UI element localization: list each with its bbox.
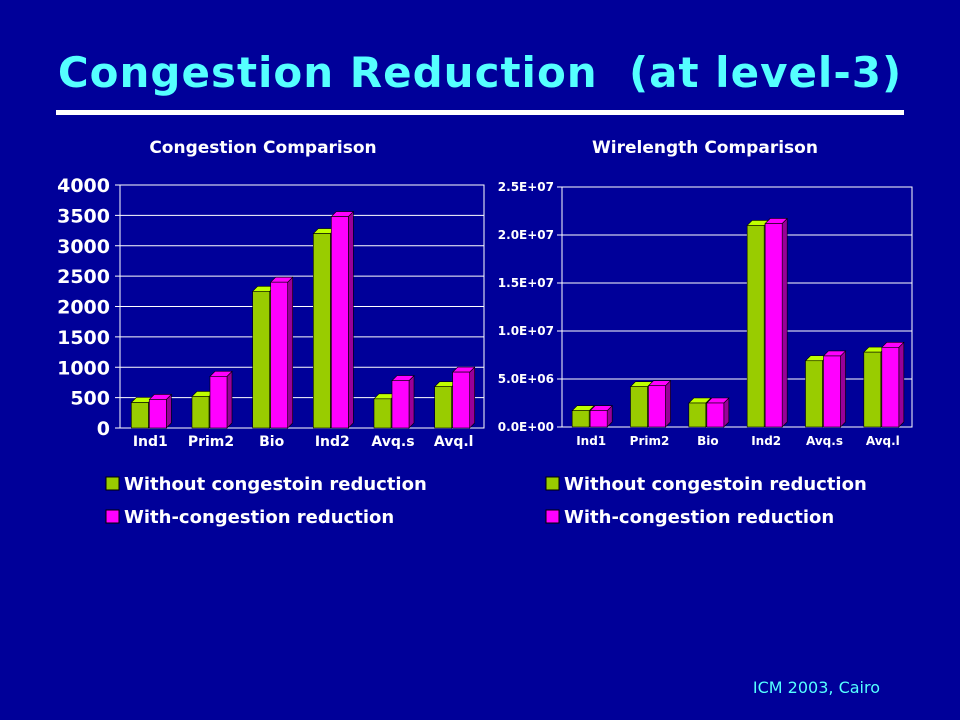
congestion-legend-item: Without congestoin reduction: [105, 474, 427, 495]
bar-front: [688, 402, 707, 428]
congestion-bar-with-ind1: [148, 393, 173, 429]
wirelength-xtick-label: Prim2: [630, 434, 670, 448]
congestion-chart: Congestion Comparison 0 500 1000 1500 2000 250…: [57, 138, 485, 528]
title-divider: [56, 110, 904, 115]
bar-front: [706, 402, 725, 428]
footer-text: ICM 2003, Cairo: [752, 678, 880, 697]
legend-swatch: [105, 476, 120, 491]
congestion-ytick-label: 500: [70, 388, 110, 410]
legend-label: With-congestion reduction: [124, 507, 394, 528]
congestion-ytick-label: 3000: [57, 236, 110, 258]
bar-front: [881, 347, 900, 428]
wirelength-xtick-label: Ind2: [751, 434, 781, 448]
bar-front: [589, 410, 608, 428]
bar-front: [191, 396, 210, 429]
bar-front: [764, 223, 783, 428]
bar-side: [348, 210, 354, 429]
wirelength-xtick-label: Bio: [697, 434, 719, 448]
congestion-bar-with-ind2: [330, 210, 355, 429]
wirelength-ytick-label: 2.0E+07: [498, 228, 554, 242]
wirelength-chart-title: Wirelength Comparison: [592, 138, 818, 158]
bar-front: [252, 291, 270, 429]
bar-side: [665, 379, 671, 428]
bar-side: [469, 366, 475, 429]
wirelength-ytick-label: 1.5E+07: [498, 276, 554, 290]
wirelength-xtick-label: Avq.l: [866, 434, 900, 448]
bar-front: [331, 216, 349, 429]
bar-front: [571, 410, 590, 428]
bar-front: [391, 380, 410, 429]
bar-side: [898, 341, 905, 428]
congestion-ytick-label: 0: [97, 418, 110, 440]
bar-front: [149, 399, 167, 429]
congestion-bar-without-avql: [433, 380, 458, 429]
wirelength-bar-with-avql: [881, 341, 905, 428]
bar-front: [373, 398, 392, 429]
congestion-chart-title: Congestion Comparison: [149, 138, 376, 158]
bar-side: [840, 350, 846, 428]
congestion-ytick-label: 1500: [57, 327, 110, 349]
congestion-bar-with-avql: [451, 366, 476, 429]
bar-front: [805, 360, 823, 428]
congestion-bar-with-avqs: [391, 374, 415, 429]
wirelength-legend-item: Without congestoin reduction: [545, 474, 867, 495]
congestion-ytick-label: 2500: [57, 266, 110, 288]
congestion-ytick-label: 2000: [57, 297, 110, 319]
bar-front: [131, 402, 149, 429]
bar-front: [313, 233, 331, 429]
bar-side: [408, 374, 415, 429]
congestion-xtick-label: Ind2: [315, 434, 350, 450]
congestion-xtick-label: Prim2: [188, 434, 234, 450]
bar-side: [287, 276, 293, 429]
bar-front: [823, 355, 841, 428]
wirelength-bar-with-avqs: [822, 350, 847, 428]
bar-side: [781, 217, 788, 428]
wirelength-ytick-label: 5.0E+06: [498, 372, 554, 386]
bar-front: [434, 386, 452, 429]
wirelength-bar-with-ind2: [764, 217, 788, 428]
bar-front: [863, 351, 882, 428]
legend-swatch: [545, 476, 560, 491]
legend-label: Without congestoin reduction: [564, 474, 867, 495]
wirelength-bar-with-bio: [706, 397, 730, 428]
legend-label: Without congestoin reduction: [124, 474, 427, 495]
bar-front: [209, 376, 228, 429]
legend-swatch: [105, 509, 120, 524]
slide-title: Congestion Reduction (at level-3): [57, 48, 903, 97]
bar-side: [226, 370, 233, 429]
wirelength-ytick-label: 0.0E+00: [498, 420, 554, 434]
congestion-ytick-label: 1000: [57, 357, 110, 379]
bar-front: [630, 386, 648, 428]
wirelength-xtick-label: Ind1: [576, 434, 606, 448]
wirelength-ytick-label: 1.0E+07: [498, 324, 554, 338]
bar-front: [270, 281, 288, 429]
wirelength-legend-item: With-congestion reduction: [545, 507, 834, 528]
congestion-bar-with-prim2: [209, 370, 233, 429]
wirelength-bar-with-prim2: [647, 379, 672, 428]
bar-front: [746, 225, 765, 428]
congestion-xtick-label: Bio: [259, 434, 284, 450]
congestion-xtick-label: Avq.l: [434, 434, 474, 450]
wirelength-ytick-label: 2.5E+07: [498, 180, 554, 194]
bar-side: [166, 393, 172, 429]
legend-label: With-congestion reduction: [564, 507, 834, 528]
congestion-ytick-label: 4000: [57, 175, 110, 197]
wirelength-plot-area: [561, 186, 913, 428]
wirelength-xtick-label: Avq.s: [806, 434, 843, 448]
wirelength-chart: Wirelength Comparison 0.0E+00 5.0E+06 1.0E+…: [498, 138, 913, 528]
bar-front: [452, 371, 470, 429]
congestion-xtick-label: Avq.s: [371, 434, 414, 450]
congestion-legend-item: With-congestion reduction: [105, 507, 394, 528]
legend-swatch: [545, 509, 560, 524]
congestion-ytick-label: 3500: [57, 205, 110, 227]
congestion-xtick-label: Ind1: [133, 434, 168, 450]
congestion-bar-with-bio: [269, 276, 294, 429]
wirelength-bar-with-ind1: [589, 404, 613, 428]
bar-front: [648, 385, 666, 428]
